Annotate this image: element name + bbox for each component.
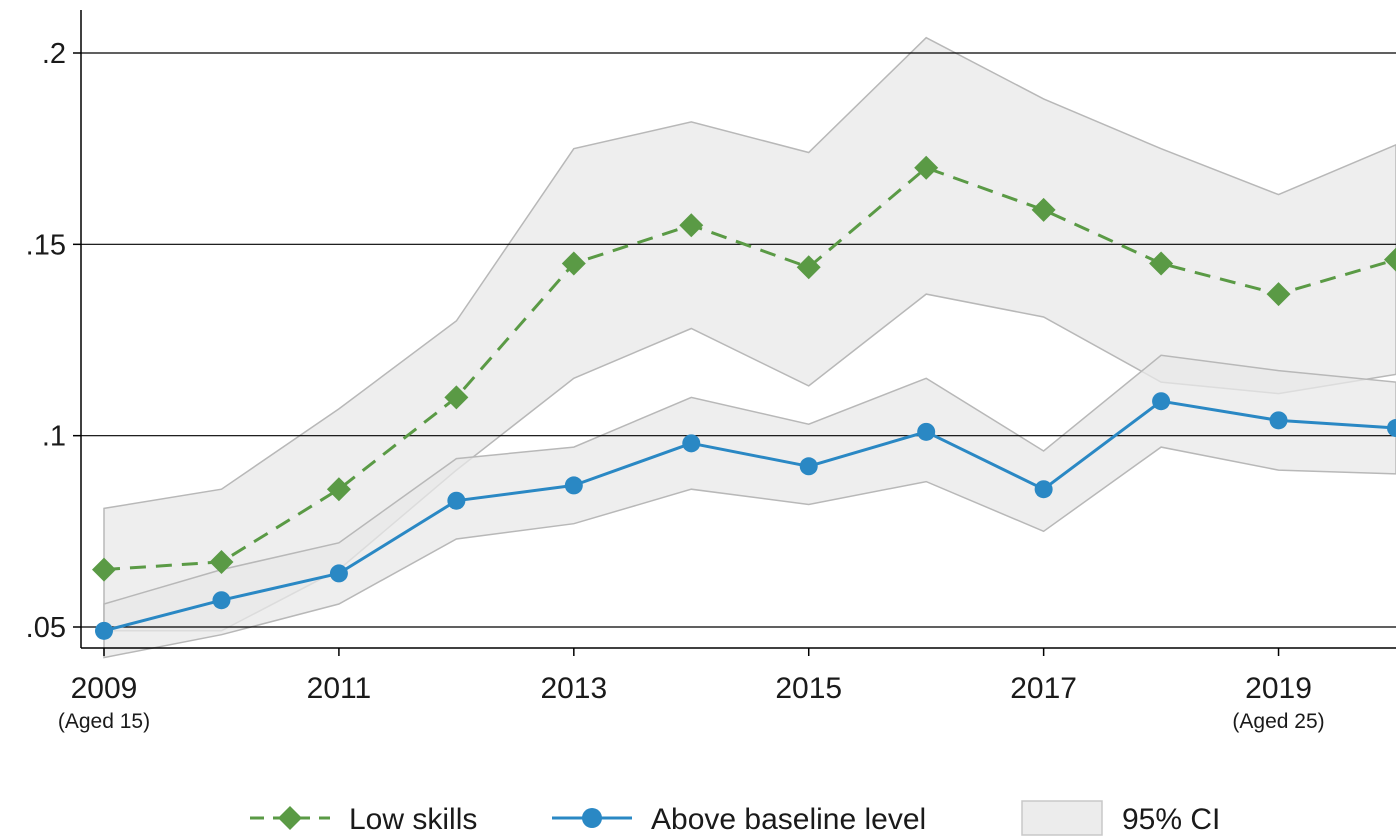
- marker-series-1-point-4: [564, 476, 583, 495]
- marker-series-1-point-5: [682, 434, 701, 453]
- marker-series-0-point-6: [796, 255, 821, 280]
- series-lines: [103, 166, 1396, 633]
- marker-series-0-point-7: [914, 155, 939, 180]
- ci-band-series-1: [103, 354, 1396, 659]
- confidence-bands: [103, 36, 1396, 659]
- marker-series-1-point-3: [447, 491, 466, 510]
- x-tick-label-0: 2009: [71, 672, 138, 705]
- legend-label-above-baseline: Above baseline level: [651, 803, 926, 836]
- series-line-1: [103, 399, 1396, 633]
- x-tick-sublabel-5: (Aged 25): [1232, 710, 1324, 733]
- legend-label-ci: 95% CI: [1122, 803, 1220, 836]
- marker-series-1-point-1: [212, 591, 231, 610]
- marker-series-1-point-6: [799, 457, 818, 476]
- legend-item-low-skills: Low skills: [250, 803, 477, 836]
- x-tick-label-5: 2019: [1245, 672, 1312, 705]
- legend-item-ci: 95% CI: [1021, 800, 1220, 836]
- x-tick-label-2: 2013: [540, 672, 607, 705]
- ci-band-series-0: [103, 36, 1396, 632]
- y-tick-label-0: .05: [26, 612, 66, 644]
- marker-series-1-point-2: [329, 564, 348, 583]
- y-tick-label-3: .2: [42, 38, 66, 70]
- marker-series-0-point-5: [679, 213, 704, 238]
- marker-series-0-point-1: [209, 549, 234, 574]
- marker-series-0-point-9: [1149, 251, 1174, 276]
- y-tick-label-1: .1: [42, 421, 66, 453]
- legend-ci-swatch: [1021, 800, 1103, 836]
- marker-series-1-point-7: [917, 422, 936, 441]
- x-tick-label-1: 2011: [307, 672, 372, 705]
- marker-series-1-point-0: [95, 621, 113, 640]
- y-tick-label-2: .15: [26, 229, 66, 261]
- x-tick-label-4: 2017: [1010, 672, 1077, 705]
- marker-series-0-point-2: [326, 477, 351, 502]
- marker-series-0-point-8: [1031, 197, 1056, 222]
- marker-series-1-point-9: [1152, 392, 1171, 411]
- marker-series-0-point-0: [92, 557, 116, 582]
- x-tick-label-3: 2015: [775, 672, 842, 705]
- series-line-0: [103, 166, 1396, 572]
- y-ticks: .05 .1 .15 .2: [26, 38, 81, 644]
- series-markers: [92, 155, 1396, 640]
- marker-series-0-point-3: [444, 385, 469, 410]
- marker-series-0-point-10: [1266, 282, 1291, 307]
- legend-label-low-skills: Low skills: [349, 803, 477, 836]
- marker-series-1-point-10: [1269, 411, 1288, 430]
- x-tick-sublabel-0: (Aged 15): [58, 710, 150, 733]
- marker-series-1-point-8: [1034, 480, 1053, 499]
- marker-series-0-point-11: [1384, 247, 1396, 272]
- grid-lines: [81, 52, 1396, 628]
- marker-series-0-point-4: [561, 251, 586, 276]
- legend: Low skills Above baseline level 95% CI: [250, 800, 1220, 836]
- legend-item-above-baseline: Above baseline level: [552, 803, 926, 836]
- marker-series-1-point-11: [1387, 419, 1396, 438]
- legend-diamond-icon: [278, 806, 302, 830]
- x-ticks: 2009 (Aged 15) 2011 2013 2015 2017 2019 (Aged 2…: [58, 648, 1325, 733]
- legend-circle-icon: [582, 808, 602, 828]
- axes: [80, 10, 1396, 649]
